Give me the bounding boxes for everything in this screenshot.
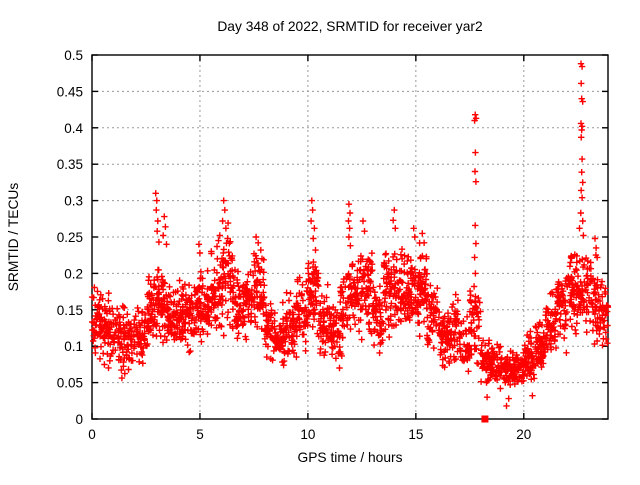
y-tick-label: 0.3 <box>64 194 83 209</box>
y-tick-label: 0.5 <box>64 48 83 63</box>
special-marker-group <box>481 415 489 423</box>
axis-tick-labels: 0 0.05 0.1 0.15 0.2 0.25 0.3 0.35 0.4 0.45 0.5 0 5 10… <box>57 48 532 442</box>
y-tick-label: 0 <box>75 412 83 427</box>
x-tick-label: 0 <box>88 427 96 442</box>
x-axis-label: GPS time / hours <box>297 450 402 465</box>
y-tick-label: 0.1 <box>64 339 83 354</box>
x-tick-label: 15 <box>408 427 423 442</box>
y-tick-label: 0.15 <box>57 303 83 318</box>
y-tick-label: 0.25 <box>57 230 83 245</box>
chart-title: Day 348 of 2022, SRMTID for receiver yar… <box>217 19 482 34</box>
y-tick-label: 0.45 <box>57 84 83 99</box>
x-tick-label: 10 <box>300 427 315 442</box>
y-tick-label: 0.2 <box>64 266 83 281</box>
axis-ticks <box>91 54 608 420</box>
y-tick-label: 0.4 <box>64 121 83 136</box>
x-tick-label: 5 <box>196 427 204 442</box>
y-axis-label: SRMTID / TECUs <box>6 183 21 292</box>
filled-square-marker <box>481 415 489 423</box>
y-tick-label: 0.05 <box>57 376 83 391</box>
x-tick-label: 20 <box>516 427 531 442</box>
scatter-points-red-plus <box>88 60 612 410</box>
y-tick-label: 0.35 <box>57 157 83 172</box>
